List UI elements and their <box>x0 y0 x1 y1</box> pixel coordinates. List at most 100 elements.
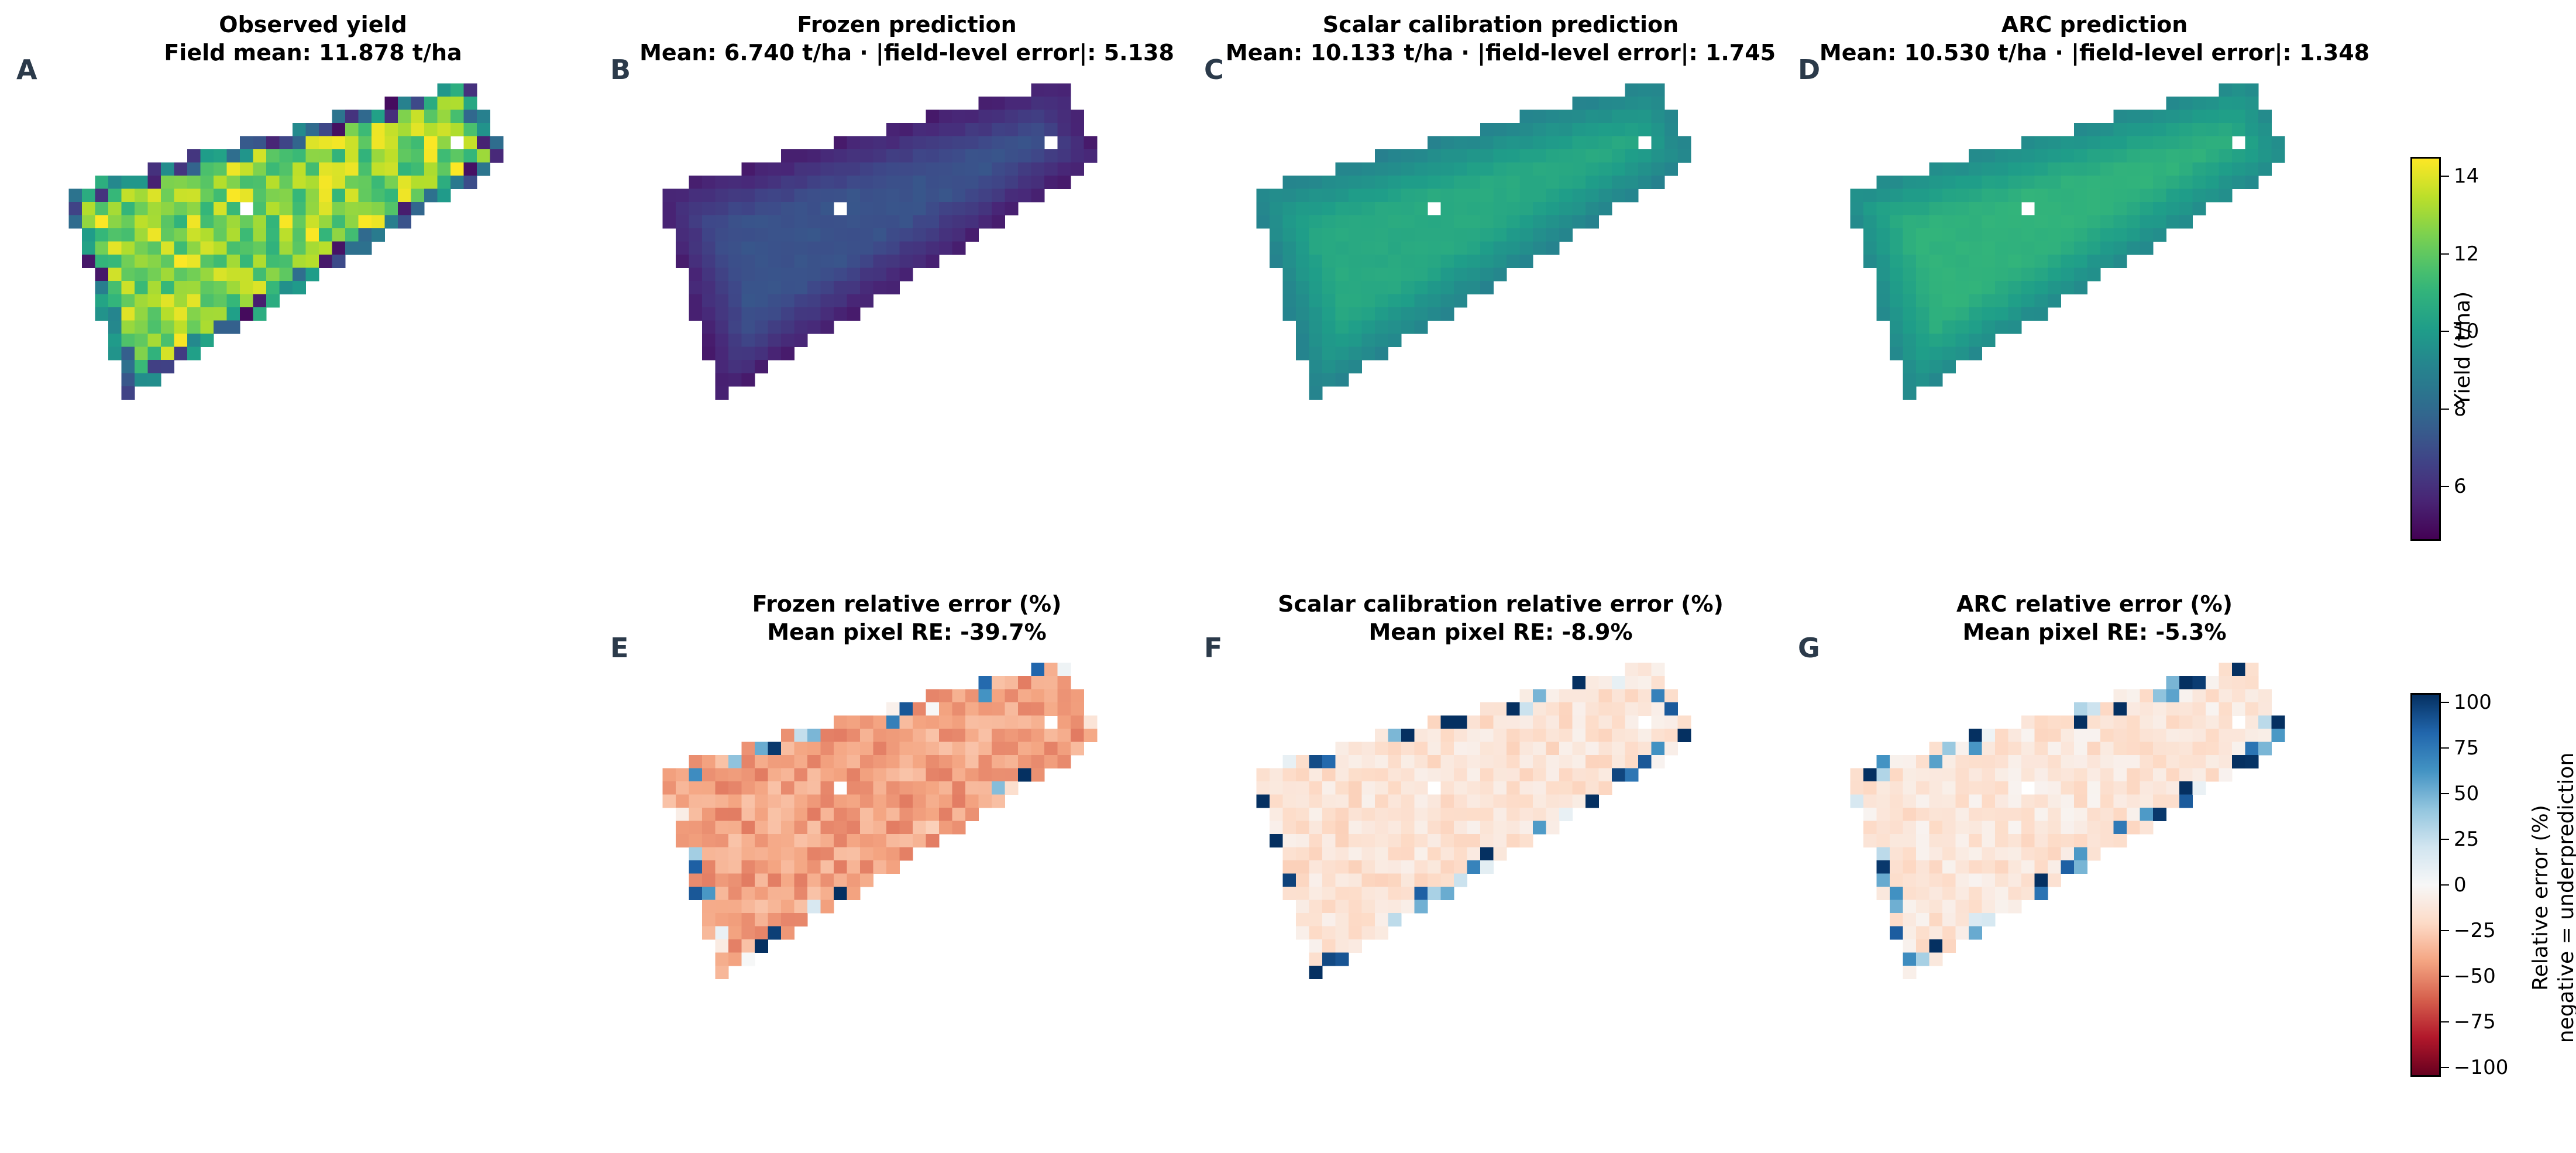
heatmap-cell <box>1256 188 1270 203</box>
heatmap-cell <box>1349 334 1362 347</box>
heatmap-cell <box>2048 729 2061 742</box>
heatmap-cell <box>200 176 214 189</box>
heatmap-cell <box>1955 821 1969 835</box>
heatmap-cell <box>899 729 913 742</box>
heatmap-cell <box>702 307 716 321</box>
heatmap-cell <box>1375 149 1388 163</box>
heatmap-cell <box>2048 149 2061 163</box>
heatmap-cell <box>741 228 755 242</box>
colorbar-tick-mark <box>2441 930 2449 932</box>
heatmap-cell <box>1375 241 1388 255</box>
heatmap-cell <box>174 255 188 268</box>
heatmap-cell <box>2179 136 2193 150</box>
heatmap-cell <box>1572 97 1586 110</box>
heatmap-cell <box>161 241 174 255</box>
heatmap-cell <box>847 794 861 808</box>
heatmap-cell <box>755 202 768 215</box>
heatmap-cell <box>1559 228 1573 242</box>
heatmap-cell <box>2258 123 2272 136</box>
heatmap-cell <box>305 255 319 268</box>
heatmap-cell <box>1533 162 1546 176</box>
heatmap-cell <box>886 228 900 242</box>
heatmap-cell <box>834 768 847 782</box>
heatmap-cell <box>1375 307 1388 321</box>
heatmap-cell <box>1890 887 1903 900</box>
panel-f-title-line1: Scalar calibration relative error (%) <box>1278 591 1724 617</box>
heatmap-cell <box>1863 768 1877 782</box>
heatmap-cell <box>1282 176 1296 189</box>
heatmap-cell <box>873 755 887 768</box>
heatmap-cell <box>332 123 346 136</box>
heatmap-cell <box>1057 123 1071 136</box>
heatmap-cell <box>715 228 729 242</box>
heatmap-cell <box>174 176 188 189</box>
heatmap-cell <box>913 215 926 229</box>
heatmap-cell <box>1982 873 1996 887</box>
heatmap-cell <box>1349 847 1362 861</box>
heatmap-cell <box>1361 176 1375 189</box>
heatmap-cell <box>1969 755 1982 768</box>
heatmap-cell <box>2074 149 2087 163</box>
heatmap-cell <box>781 149 795 163</box>
heatmap-cell <box>676 808 689 821</box>
heatmap-cell <box>860 267 873 282</box>
heatmap-cell <box>2087 123 2101 136</box>
heatmap-cell <box>834 162 847 176</box>
heatmap-cell <box>1309 755 1323 768</box>
heatmap-cell <box>121 373 135 387</box>
heatmap-cell <box>992 742 1005 756</box>
heatmap-cell <box>2008 176 2022 189</box>
heatmap-cell <box>1401 821 1415 835</box>
heatmap-cell <box>1414 808 1428 821</box>
heatmap-cell <box>1664 742 1678 756</box>
heatmap-cell <box>424 97 438 110</box>
heatmap-cell <box>2061 228 2075 242</box>
heatmap-cell <box>1296 281 1309 294</box>
heatmap-cell <box>240 255 253 268</box>
heatmap-cell <box>187 215 201 229</box>
heatmap-cell <box>820 887 834 900</box>
heatmap-cell <box>1296 900 1309 914</box>
heatmap-cell <box>2179 755 2193 768</box>
panel-g-title-line1: ARC relative error (%) <box>1956 591 2233 617</box>
heatmap-cell <box>266 149 280 163</box>
heatmap-cell <box>847 149 861 163</box>
heatmap-cell <box>279 188 293 203</box>
heatmap-cell <box>1401 900 1415 914</box>
heatmap-cell <box>1929 281 1943 294</box>
heatmap-cell <box>2179 202 2193 215</box>
panel-b-title: Frozen prediction Mean: 6.740 t/ha · |fi… <box>639 11 1174 67</box>
heatmap-cell <box>135 176 148 189</box>
heatmap-cell <box>345 241 359 255</box>
heatmap-cell <box>794 320 808 334</box>
heatmap-cell <box>437 188 451 203</box>
heatmap-cell <box>886 821 900 835</box>
heatmap-cell <box>1480 847 1494 861</box>
panel-label-b: B <box>610 54 631 85</box>
heatmap-cell <box>305 176 319 189</box>
heatmap-cell <box>1507 255 1520 268</box>
heatmap-cell <box>1005 676 1019 689</box>
heatmap-cell <box>1388 202 1402 215</box>
heatmap-cell <box>939 689 952 703</box>
heatmap-cell <box>121 241 135 255</box>
heatmap-cell <box>1890 834 1903 847</box>
heatmap-cell <box>1507 162 1520 176</box>
heatmap-cell <box>1903 215 1917 229</box>
heatmap-cell <box>2061 241 2075 255</box>
heatmap-cell <box>2021 281 2035 294</box>
heatmap-cell <box>200 307 214 321</box>
heatmap-cell <box>1440 794 1454 808</box>
heatmap-cell <box>1638 702 1652 716</box>
heatmap-cell <box>1942 294 1956 308</box>
heatmap-cell <box>1598 755 1612 768</box>
heatmap-cell <box>807 267 821 282</box>
heatmap-cell <box>1467 715 1481 729</box>
heatmap-cell <box>2021 794 2035 808</box>
heatmap-cell <box>1625 109 1639 123</box>
heatmap-arc-relative-error <box>1850 663 2285 979</box>
heatmap-cell <box>992 149 1005 163</box>
heatmap-cell <box>2153 794 2166 808</box>
heatmap-cell <box>411 188 425 203</box>
heatmap-cell <box>1546 241 1560 255</box>
